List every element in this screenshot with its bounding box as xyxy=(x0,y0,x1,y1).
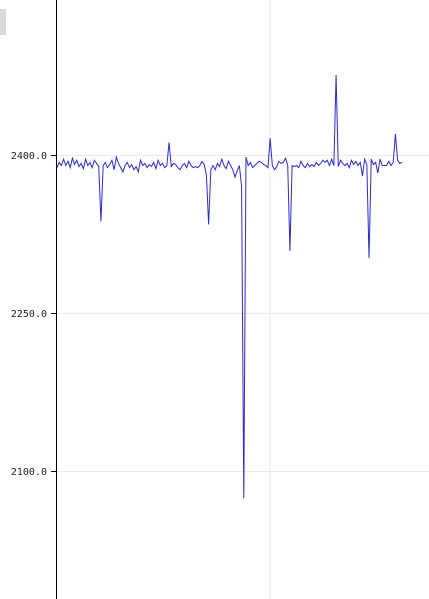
series-group xyxy=(56,74,403,499)
y-ticks: 2400.0 2250.0 2100.0 xyxy=(11,151,56,478)
grid-lines xyxy=(56,0,429,599)
series-line xyxy=(56,74,403,499)
y-tick-label: 2400.0 xyxy=(11,151,47,162)
window-edge-mark xyxy=(0,9,6,35)
y-tick-label: 2100.0 xyxy=(11,467,47,478)
y-tick-label: 2250.0 xyxy=(11,309,47,320)
